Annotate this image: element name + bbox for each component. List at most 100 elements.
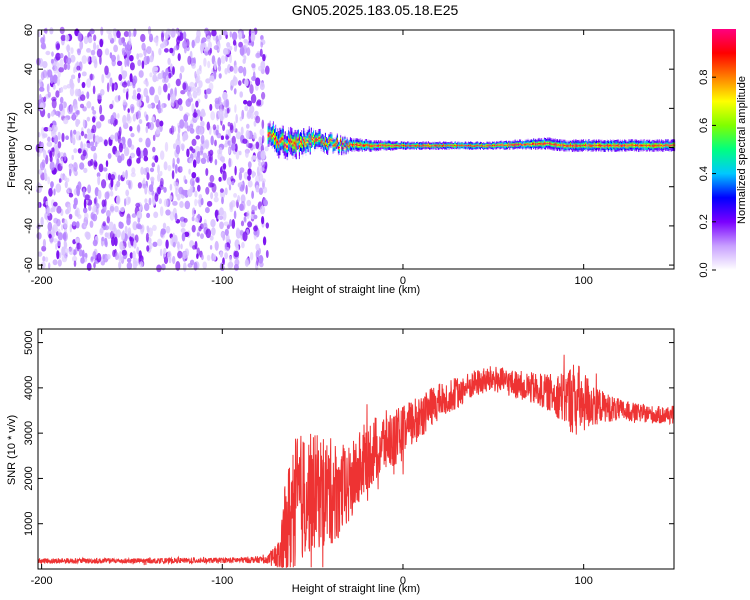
signal-cell [589, 145, 591, 146]
noise-speckle [210, 111, 216, 121]
signal-cell [275, 137, 277, 140]
noise-speckle [259, 48, 263, 57]
noise-speckle [175, 144, 181, 155]
signal-cell [431, 145, 433, 147]
signal-cell [328, 141, 330, 143]
noise-speckle [234, 104, 237, 113]
noise-speckle [176, 241, 180, 249]
signal-cell [515, 144, 517, 146]
signal-cell [602, 145, 604, 147]
noise-speckle [167, 82, 171, 89]
signal-cell [410, 145, 412, 147]
noise-speckle [177, 132, 181, 141]
noise-speckle [258, 187, 264, 195]
noise-speckle [140, 166, 144, 175]
signal-cell [373, 145, 375, 146]
signal-cell [271, 134, 273, 137]
noise-speckle [194, 190, 198, 198]
noise-speckle [169, 47, 174, 54]
noise-speckle [118, 261, 122, 269]
noise-speckle [138, 119, 143, 124]
spectrogram-y-tick-label: 60 [23, 24, 35, 36]
noise-speckle [147, 227, 153, 237]
noise-speckle [144, 202, 150, 212]
noise-speckle [87, 143, 91, 149]
signal-cell [600, 145, 602, 147]
noise-speckle [73, 129, 77, 135]
noise-speckle [122, 99, 127, 106]
signal-cell [620, 145, 622, 147]
noise-speckle [227, 261, 233, 269]
noise-speckle [156, 264, 162, 273]
noise-speckle [116, 195, 121, 205]
signal-cell [329, 139, 331, 142]
signal-cell [350, 144, 352, 146]
signal-cell [316, 138, 318, 141]
noise-speckle [172, 255, 176, 265]
noise-speckle [229, 31, 232, 38]
signal-cell [493, 145, 495, 147]
noise-speckle [135, 202, 141, 208]
noise-speckle [194, 71, 197, 79]
noise-speckle [204, 27, 209, 35]
signal-cell [519, 143, 521, 145]
noise-speckle [183, 262, 187, 272]
noise-speckle [143, 79, 148, 85]
noise-speckle [233, 45, 237, 52]
signal-cell [568, 145, 570, 147]
signal-cell [565, 145, 567, 147]
signal-cell [506, 144, 508, 146]
noise-speckle [138, 137, 143, 143]
signal-cell [318, 137, 320, 139]
noise-speckle [92, 110, 97, 115]
noise-speckle [122, 81, 128, 88]
noise-speckle [163, 161, 168, 171]
noise-speckle [118, 74, 123, 81]
colorbar-title: Normalized spectral amplitude [736, 76, 748, 224]
signal-cell [442, 145, 444, 147]
noise-speckle [67, 203, 71, 214]
noise-speckle [261, 135, 265, 144]
noise-speckle [164, 48, 169, 53]
signal-cell [622, 145, 624, 146]
signal-cell [559, 144, 561, 146]
noise-speckle [235, 244, 240, 252]
noise-speckle [146, 212, 151, 219]
noise-speckle [160, 228, 166, 235]
noise-speckle [189, 158, 193, 164]
noise-speckle [145, 95, 150, 104]
noise-speckle [245, 129, 250, 140]
noise-speckle [232, 39, 237, 46]
noise-speckle [148, 184, 154, 193]
noise-speckle [64, 34, 70, 42]
noise-speckle [46, 83, 50, 93]
noise-speckle [92, 116, 96, 123]
noise-speckle [124, 44, 128, 51]
noise-speckle [38, 86, 45, 92]
noise-speckle [114, 118, 119, 126]
noise-speckle [148, 197, 152, 206]
noise-speckle [81, 55, 88, 64]
signal-cell [361, 145, 363, 147]
noise-speckle [99, 38, 104, 48]
signal-cell [644, 145, 646, 146]
noise-speckle [191, 62, 196, 69]
signal-cell [436, 144, 438, 146]
signal-cell [603, 145, 605, 147]
signal-cell [386, 145, 388, 146]
noise-speckle [105, 172, 109, 181]
noise-speckle [181, 232, 186, 242]
noise-speckle [214, 158, 218, 166]
signal-cell [356, 144, 358, 146]
noise-speckle [121, 249, 127, 256]
snr-x-tick-label: -200 [31, 575, 53, 587]
noise-speckle [133, 239, 137, 249]
noise-speckle [63, 218, 68, 229]
noise-speckle [209, 235, 214, 241]
noise-speckle [74, 209, 79, 217]
noise-speckle [55, 145, 59, 155]
signal-cell [560, 144, 562, 146]
noise-speckle [119, 241, 124, 251]
noise-speckle [144, 198, 148, 204]
noise-speckle [239, 91, 243, 98]
